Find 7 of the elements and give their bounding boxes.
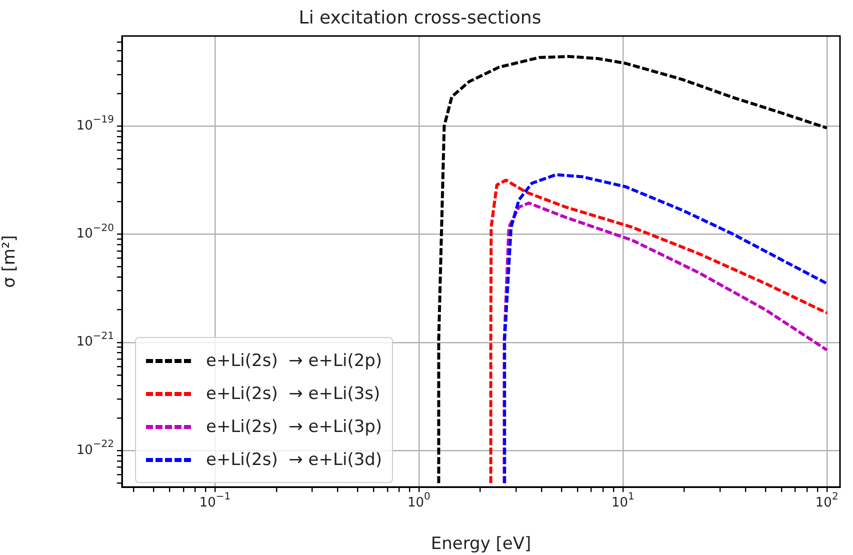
x-axis-title: Energy [eV] <box>430 534 532 554</box>
legend-label: e+Li(2s) → e+Li(3d) <box>206 450 382 470</box>
legend-label: e+Li(2s) → e+Li(2p) <box>206 350 382 370</box>
y-axis-title: σ [m²] <box>0 235 20 288</box>
legend-label: e+Li(2s) → e+Li(3s) <box>206 384 380 404</box>
legend-label: e+Li(2s) → e+Li(3p) <box>206 416 382 436</box>
chart-title: Li excitation cross-sections <box>298 7 542 28</box>
